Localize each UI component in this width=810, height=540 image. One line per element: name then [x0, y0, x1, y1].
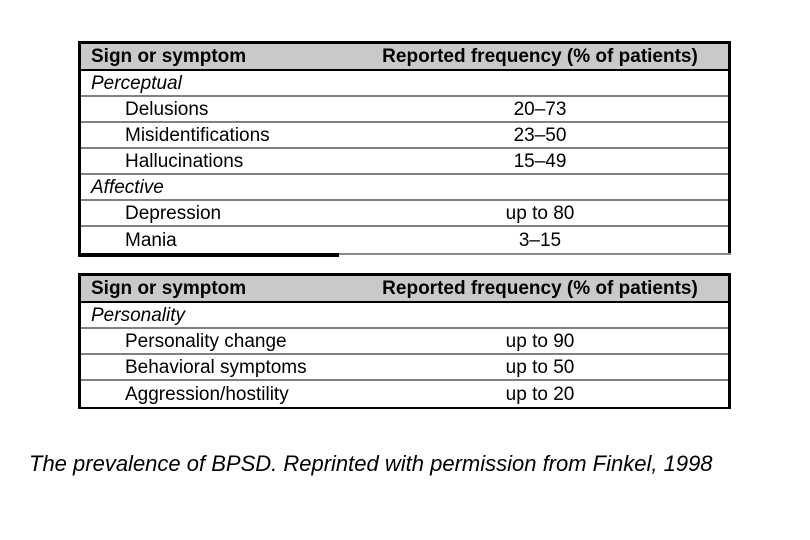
- table-row: Personality change up to 90: [81, 329, 728, 355]
- symptom-label: Delusions: [125, 99, 209, 119]
- table1-column-header-frequency: Reported frequency (% of patients): [382, 47, 698, 66]
- frequency-value: up to 20: [505, 384, 575, 404]
- symptom-frequency-table-1: Sign or symptom Reported frequency (% of…: [78, 41, 731, 257]
- table1-header-row: Sign or symptom Reported frequency (% of…: [81, 44, 728, 71]
- symptom-label: Misidentifications: [125, 125, 270, 145]
- table2-column-header-frequency: Reported frequency (% of patients): [382, 279, 698, 298]
- symptom-label: Personality change: [125, 331, 287, 351]
- table1-column-header-sign: Sign or symptom: [91, 47, 247, 66]
- frequency-value: 15–49: [513, 151, 567, 171]
- table-row: Mania 3–15: [81, 227, 728, 253]
- table1-bottom-border-right-segment: [339, 253, 731, 255]
- frequency-value: up to 50: [505, 357, 575, 377]
- frequency-value: up to 80: [505, 203, 575, 223]
- table-row: Depression up to 80: [81, 201, 728, 227]
- table-row: Aggression/hostility up to 20: [81, 381, 728, 407]
- frequency-value: 20–73: [513, 99, 567, 119]
- table2-column-header-sign: Sign or symptom: [91, 279, 247, 298]
- table-row: Affective: [81, 175, 728, 201]
- category-label: Perceptual: [91, 73, 182, 93]
- category-label: Affective: [91, 177, 164, 197]
- table-row: Personality: [81, 303, 728, 329]
- table1-bottom-border-left-segment: [78, 253, 339, 257]
- frequency-value: 3–15: [518, 230, 562, 250]
- symptom-label: Depression: [125, 203, 222, 223]
- frequency-value: 23–50: [513, 125, 567, 145]
- symptom-label: Hallucinations: [125, 151, 244, 171]
- frequency-value: up to 90: [505, 331, 575, 351]
- table-row: Behavioral symptoms up to 50: [81, 355, 728, 381]
- caption: The prevalence of BPSD. Reprinted with p…: [29, 451, 713, 476]
- table2-header-row: Sign or symptom Reported frequency (% of…: [81, 276, 728, 303]
- category-label: Personality: [91, 305, 185, 325]
- table-row: Hallucinations 15–49: [81, 149, 728, 175]
- symptom-label: Mania: [125, 230, 177, 250]
- symptom-label: Aggression/hostility: [125, 384, 289, 404]
- symptom-frequency-table-2: Sign or symptom Reported frequency (% of…: [78, 273, 731, 409]
- table-row: Misidentifications 23–50: [81, 123, 728, 149]
- table-row: Delusions 20–73: [81, 97, 728, 123]
- table-row: Perceptual: [81, 71, 728, 97]
- symptom-label: Behavioral symptoms: [125, 357, 307, 377]
